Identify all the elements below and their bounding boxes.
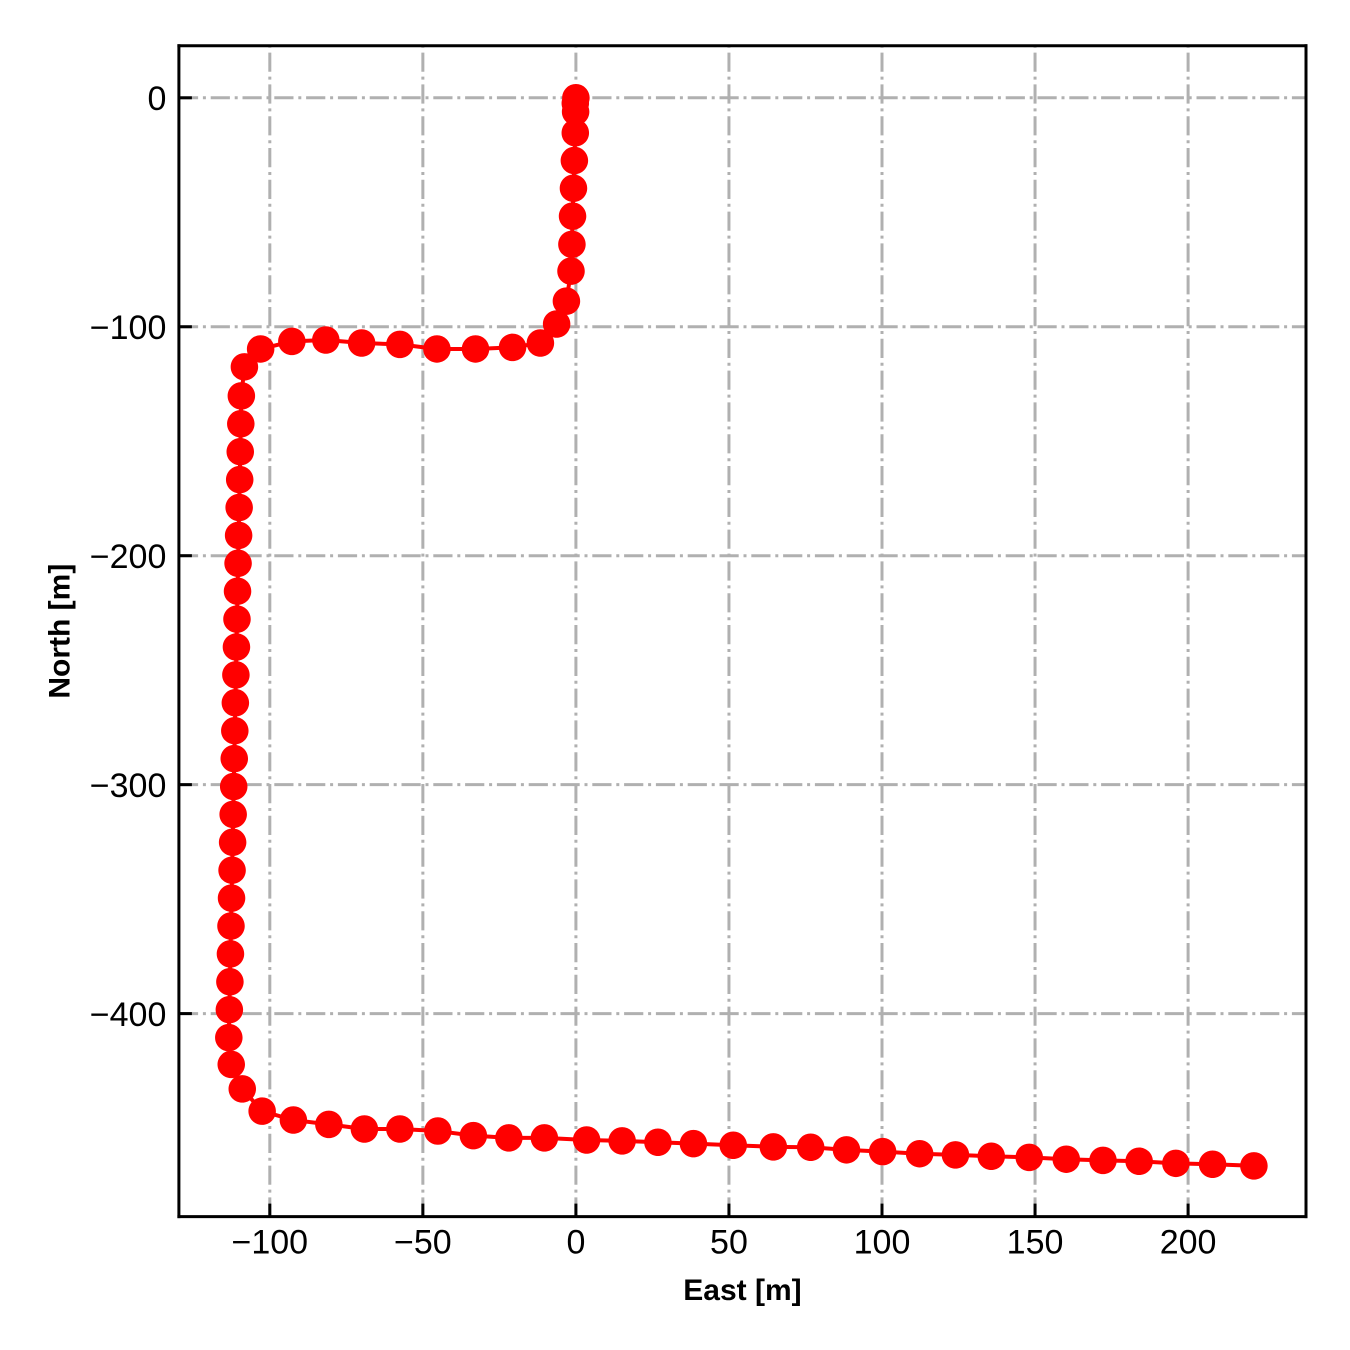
svg-text:East [m]: East [m]	[683, 1274, 801, 1307]
svg-text:200: 200	[1160, 1224, 1217, 1262]
svg-text:0: 0	[566, 1224, 585, 1262]
svg-text:−400: −400	[90, 996, 167, 1034]
svg-text:50: 50	[710, 1224, 748, 1262]
svg-text:−100: −100	[232, 1224, 309, 1262]
svg-text:150: 150	[1007, 1224, 1064, 1262]
svg-text:0: 0	[147, 80, 166, 118]
svg-text:−200: −200	[90, 538, 167, 576]
svg-text:100: 100	[854, 1224, 911, 1262]
svg-text:North [m]: North [m]	[44, 564, 77, 699]
svg-text:−300: −300	[90, 767, 167, 805]
svg-text:−100: −100	[90, 309, 167, 347]
svg-text:−50: −50	[394, 1224, 452, 1262]
